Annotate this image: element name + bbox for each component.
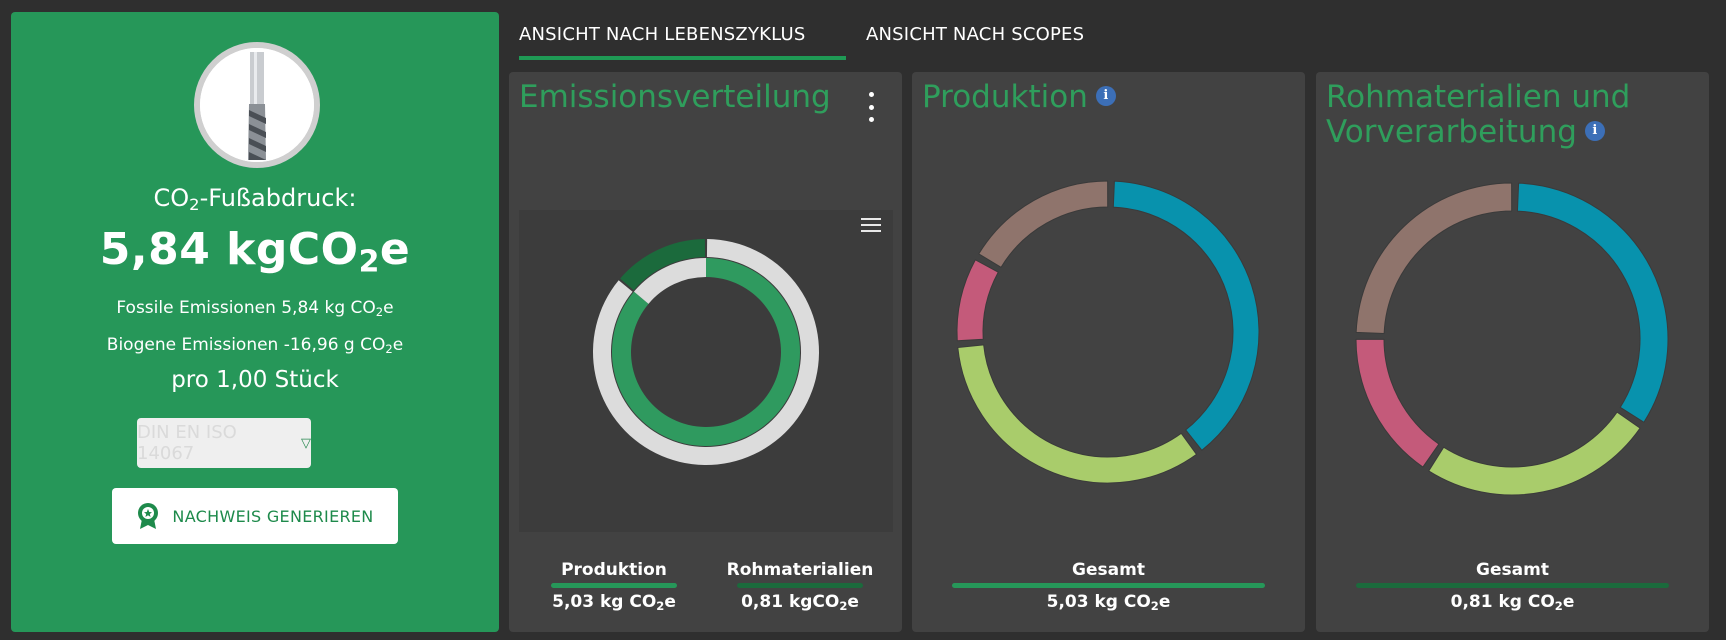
chart-menu-icon[interactable] [861, 218, 881, 232]
raw-materials-donut [1355, 182, 1669, 496]
tab-lifecycle-view[interactable]: ANSICHT NACH LEBENSZYKLUS [519, 24, 846, 60]
production-donut-slice-2[interactable] [956, 259, 999, 342]
standard-select[interactable]: DIN EN ISO 14067 ▽ [137, 418, 311, 468]
production-stat-value: 5,03 kg CO2e [552, 592, 676, 613]
production-title: Produktion i [922, 80, 1116, 115]
production-total-label: Gesamt [1072, 560, 1145, 580]
production-total-bar [952, 583, 1265, 588]
raw-donut-slice-2[interactable] [1355, 338, 1440, 468]
outer-ring-slice-1[interactable] [620, 239, 706, 291]
biogenic-emissions: Biogene Emissionen -16,96 g CO2e [106, 335, 404, 356]
raw-materials-total-bar [1356, 583, 1669, 588]
raw-donut-slice-1[interactable] [1428, 411, 1641, 496]
production-donut [956, 180, 1260, 484]
standard-select-value: DIN EN ISO 14067 [137, 422, 237, 464]
certificate-badge-icon [138, 503, 159, 529]
raw-donut-slice-3[interactable] [1355, 182, 1513, 335]
emission-distribution-title: Emissionsverteilung [519, 79, 831, 115]
tab-scopes-view[interactable]: ANSICHT NACH SCOPES [866, 24, 1085, 45]
raw-materials-total-value: 0,81 kg CO2e [1450, 592, 1575, 613]
production-donut-slice-0[interactable] [1112, 180, 1260, 451]
info-icon[interactable]: i [1095, 86, 1116, 106]
raw-donut-slice-0[interactable] [1516, 182, 1669, 423]
emission-chart-area [519, 210, 893, 532]
raw-materials-stat: Rohmaterialien 0,81 kgCO2e [725, 560, 875, 613]
emission-distribution-card: Emissionsverteilung Produktion 5,03 kg C… [509, 72, 902, 632]
production-total-value: 5,03 kg CO2e [1046, 592, 1171, 613]
per-unit-label: pro 1,00 Stück [171, 367, 339, 393]
raw-materials-card: Rohmaterialien und Vorverarbeitung i Gesam… [1316, 72, 1709, 632]
production-donut-slice-3[interactable] [978, 180, 1109, 268]
raw-materials-stat-bar [737, 583, 863, 588]
fossil-emissions: Fossile Emissionen 5,84 kg CO2e [116, 298, 394, 319]
co2-footprint-label: CO2-Fußabdruck: [153, 184, 357, 215]
more-options-icon[interactable] [866, 92, 876, 122]
production-donut-slice-1[interactable] [957, 344, 1197, 484]
generate-proof-button[interactable]: NACHWEIS GENERIEREN [112, 488, 398, 544]
production-card: Produktion i Gesamt 5,03 kg CO2e [912, 72, 1305, 632]
production-stat-label: Produktion [561, 560, 667, 580]
raw-materials-total-stat: Gesamt 0,81 kg CO2e [1356, 560, 1669, 613]
co2-total-value: 5,84 kgCO2e [99, 224, 411, 280]
footprint-summary-panel: CO2-Fußabdruck: 5,84 kgCO2e Fossile Emis… [11, 12, 499, 632]
end-mill-icon [200, 48, 314, 162]
inner-ring-slice-1[interactable] [633, 258, 706, 304]
production-stat: Produktion 5,03 kg CO2e [549, 560, 679, 613]
generate-proof-label: NACHWEIS GENERIEREN [172, 506, 374, 526]
production-stat-bar [551, 583, 677, 588]
chevron-down-icon: ▽ [301, 435, 311, 451]
raw-materials-stat-label: Rohmaterialien [726, 560, 874, 580]
production-total-stat: Gesamt 5,03 kg CO2e [952, 560, 1265, 613]
info-icon[interactable]: i [1584, 121, 1605, 141]
emission-nested-donut [593, 239, 819, 465]
raw-materials-title: Rohmaterialien und Vorverarbeitung i [1326, 79, 1631, 150]
product-image [194, 42, 320, 168]
raw-materials-stat-value: 0,81 kgCO2e [741, 592, 859, 613]
raw-materials-total-label: Gesamt [1476, 560, 1549, 580]
